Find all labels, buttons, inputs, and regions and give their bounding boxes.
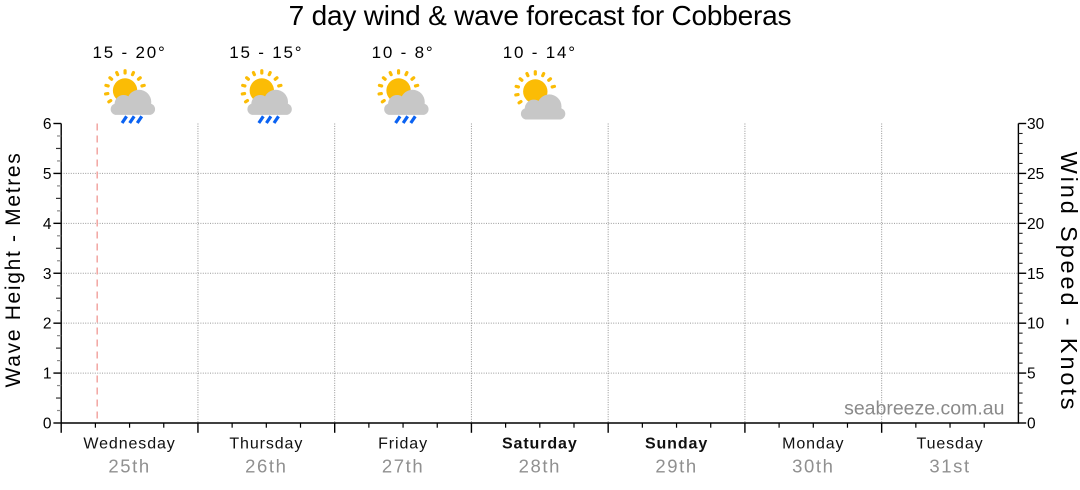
- svg-text:29th: 29th: [655, 456, 697, 477]
- svg-text:Wednesday: Wednesday: [83, 435, 175, 452]
- svg-text:Sunday: Sunday: [645, 435, 708, 452]
- svg-text:1: 1: [43, 366, 52, 383]
- svg-text:31st: 31st: [929, 456, 970, 477]
- svg-text:5: 5: [43, 166, 52, 183]
- svg-text:25th: 25th: [108, 456, 150, 477]
- svg-text:4: 4: [43, 216, 52, 233]
- svg-text:Tuesday: Tuesday: [916, 435, 983, 452]
- svg-text:27th: 27th: [382, 456, 424, 477]
- svg-text:6: 6: [43, 116, 52, 133]
- svg-text:28th: 28th: [519, 456, 561, 477]
- svg-text:Saturday: Saturday: [502, 435, 578, 452]
- svg-text:15: 15: [1027, 266, 1044, 283]
- svg-text:Friday: Friday: [378, 435, 428, 452]
- svg-text:20: 20: [1027, 216, 1045, 233]
- svg-text:26th: 26th: [245, 456, 287, 477]
- svg-text:0: 0: [43, 416, 52, 433]
- svg-text:10 - 14°: 10 - 14°: [503, 43, 577, 62]
- svg-text:0: 0: [1027, 416, 1036, 433]
- svg-text:3: 3: [43, 266, 52, 283]
- svg-text:5: 5: [1027, 366, 1036, 383]
- svg-text:30th: 30th: [792, 456, 834, 477]
- svg-text:30: 30: [1027, 116, 1045, 133]
- svg-text:Monday: Monday: [782, 435, 844, 452]
- svg-text:10: 10: [1027, 316, 1045, 333]
- svg-text:Wind Speed - Knots: Wind Speed - Knots: [1056, 152, 1080, 413]
- svg-text:7 day wind & wave forecast for: 7 day wind & wave forecast for Cobberas: [289, 0, 792, 31]
- svg-text:Wave Height - Metres: Wave Height - Metres: [2, 152, 25, 388]
- svg-text:25: 25: [1027, 166, 1044, 183]
- svg-text:15 - 15°: 15 - 15°: [229, 43, 303, 62]
- svg-text:15 - 20°: 15 - 20°: [93, 43, 167, 62]
- svg-text:Thursday: Thursday: [229, 435, 303, 452]
- svg-text:seabreeze.com.au: seabreeze.com.au: [844, 398, 1004, 420]
- svg-text:10 - 8°: 10 - 8°: [372, 43, 435, 62]
- svg-text:2: 2: [43, 316, 52, 333]
